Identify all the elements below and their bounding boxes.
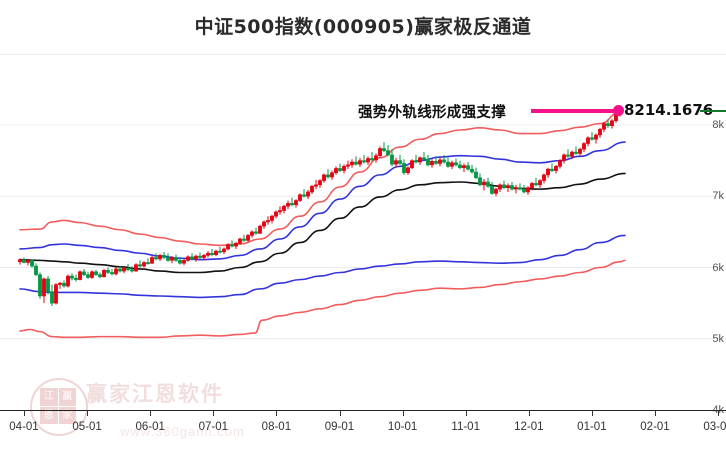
x-axis-tick-label: 12-01: [514, 421, 544, 433]
x-axis-tick: [213, 410, 215, 416]
x-axis-tick: [465, 410, 467, 416]
title-divider: [0, 54, 726, 55]
x-axis-tick: [24, 410, 25, 416]
y-axis-tick-label: 7k: [712, 190, 724, 203]
y-axis-tick-label: 8k: [712, 119, 724, 131]
x-axis-tick: [402, 410, 404, 416]
x-axis-tick: [591, 410, 593, 416]
x-axis-tick: [655, 410, 656, 416]
x-axis-tick-label: 10-01: [387, 421, 418, 433]
x-axis-tick: [276, 410, 278, 416]
x-axis-tick: [528, 410, 530, 416]
x-axis-tick-label: 01-01: [577, 421, 607, 433]
x-axis-tick: [339, 410, 341, 416]
x-axis-tick-label: 02-01: [640, 421, 670, 433]
x-axis-tick-label: 06-01: [135, 421, 165, 433]
x-axis-tick-label: 07-01: [198, 421, 229, 433]
x-axis-tick-label: 05-01: [72, 421, 102, 433]
x-axis-tick-label: 08-01: [261, 421, 292, 433]
x-axis-line: [0, 410, 726, 411]
last-price-line: [700, 110, 726, 112]
x-axis-tick-label: 04-01: [9, 421, 39, 433]
price-chart-plot[interactable]: [0, 55, 726, 411]
x-axis-tick: [718, 410, 720, 416]
annotation-label: 强势外轨线形成强支撑: [358, 105, 506, 121]
x-axis-tick-label: 03-01: [703, 421, 726, 433]
y-axis-tick-label: 6k: [712, 261, 724, 274]
page-title: 中证500指数(000905)赢家极反通道: [194, 16, 532, 38]
y-axis-tick-label: 5k: [712, 332, 724, 345]
candlestick-svg: [0, 106, 726, 340]
x-axis-tick: [150, 410, 152, 416]
last-price-label: 8214.1676: [624, 101, 714, 119]
annotation-leader-line: [531, 109, 617, 113]
x-axis-tick: [87, 410, 89, 416]
x-axis-tick-label: 09-01: [324, 421, 355, 433]
x-axis-tick-label: 11-01: [451, 421, 480, 433]
annotation-endpoint-marker: [613, 105, 624, 116]
